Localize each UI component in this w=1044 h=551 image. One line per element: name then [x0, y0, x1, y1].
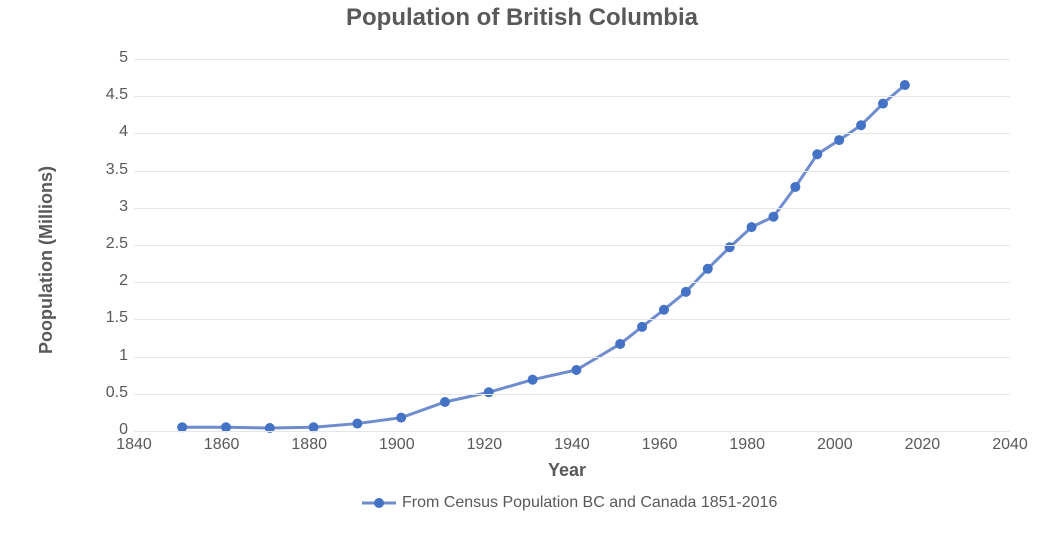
chart-title: Population of British Columbia: [0, 4, 1044, 32]
data-point: [900, 80, 910, 90]
gridline: [134, 431, 1010, 432]
x-tick-label: 1940: [554, 436, 590, 454]
legend-swatch: [362, 497, 396, 509]
legend-label: From Census Population BC and Canada 185…: [402, 494, 777, 512]
data-point: [790, 182, 800, 192]
data-point: [484, 387, 494, 397]
gridline: [134, 357, 1010, 358]
x-tick-label: 1840: [116, 436, 152, 454]
y-tick-label: 5: [90, 49, 128, 67]
legend-line-icon: [362, 497, 396, 509]
plot-area: [134, 58, 1010, 431]
series-path: [182, 85, 905, 428]
gridline: [134, 133, 1010, 134]
data-point: [725, 242, 735, 252]
gridline: [134, 171, 1010, 172]
y-tick-label: 1: [90, 347, 128, 365]
x-tick-label: 1980: [729, 436, 765, 454]
data-point: [396, 413, 406, 423]
data-point: [352, 419, 362, 429]
gridline: [134, 208, 1010, 209]
x-tick-label: 1900: [379, 436, 415, 454]
gridline: [134, 245, 1010, 246]
data-point: [768, 212, 778, 222]
data-point: [878, 99, 888, 109]
y-tick-label: 3.5: [90, 161, 128, 179]
gridline: [134, 319, 1010, 320]
y-axis-title: Poopulation (Millions): [36, 166, 57, 354]
gridline: [134, 96, 1010, 97]
data-point: [440, 397, 450, 407]
data-point: [637, 322, 647, 332]
y-tick-label: 4.5: [90, 86, 128, 104]
x-tick-label: 1960: [642, 436, 678, 454]
y-tick-label: 1.5: [90, 309, 128, 327]
data-point: [528, 375, 538, 385]
chart-container: Population of British Columbia Poopulati…: [0, 0, 1044, 551]
data-point: [659, 305, 669, 315]
x-tick-label: 2020: [905, 436, 941, 454]
x-axis-title: Year: [548, 460, 586, 481]
x-tick-label: 1880: [291, 436, 327, 454]
y-tick-label: 0.5: [90, 384, 128, 402]
gridline: [134, 394, 1010, 395]
y-tick-label: 3: [90, 198, 128, 216]
x-tick-label: 2000: [817, 436, 853, 454]
y-tick-label: 4: [90, 123, 128, 141]
x-tick-label: 1860: [204, 436, 240, 454]
data-point: [681, 287, 691, 297]
data-point: [615, 339, 625, 349]
data-point: [812, 149, 822, 159]
x-tick-label: 2040: [992, 436, 1028, 454]
gridline: [134, 282, 1010, 283]
data-point: [747, 222, 757, 232]
data-point: [571, 365, 581, 375]
legend: From Census Population BC and Canada 185…: [362, 494, 777, 512]
y-tick-label: 2.5: [90, 235, 128, 253]
data-point: [834, 135, 844, 145]
data-point: [856, 120, 866, 130]
gridline: [134, 59, 1010, 60]
x-tick-label: 1920: [467, 436, 503, 454]
data-point: [703, 264, 713, 274]
y-tick-label: 2: [90, 272, 128, 290]
